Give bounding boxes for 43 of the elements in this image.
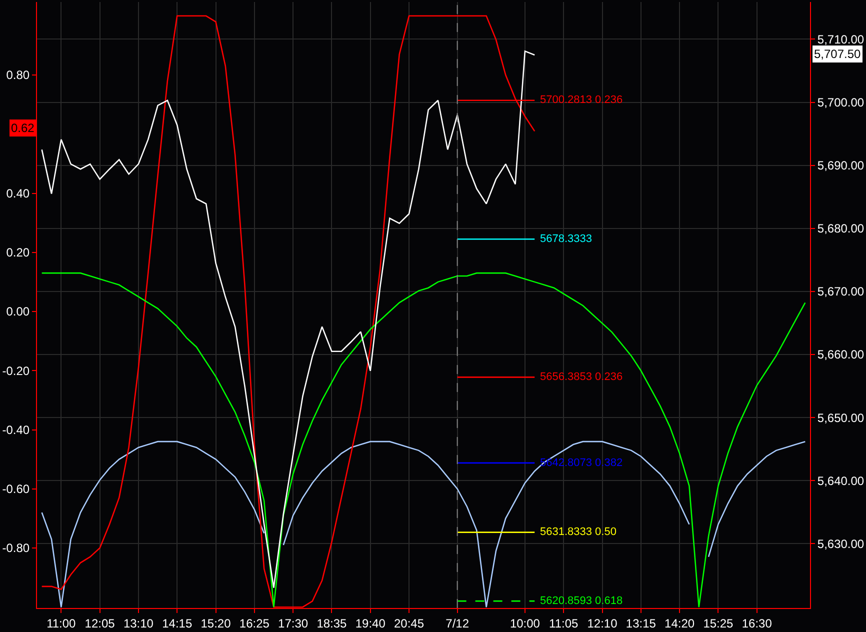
annotation: 0.62 [11,121,35,135]
y2-tick-label: 5,630.00 [817,536,864,551]
y2-tick-label: 5,680.00 [817,222,864,236]
x-tick-label: 18:35 [316,616,348,630]
x-tick-label: 15:25 [703,616,734,630]
x-tick-label: 11:05 [549,616,579,630]
y2-tick-label: 5,690.00 [817,158,864,173]
y2-tick-label: 5,710.00 [817,32,864,46]
line-series [41,272,806,608]
y-tick-label: -0.40 [2,422,30,437]
series-label: 5620.8593 0.618 [540,595,623,607]
x-tick-label: 13:10 [123,616,154,630]
series-label: 5700.2813 0.236 [540,94,623,106]
series-label: 5631.8333 0.50 [540,526,616,538]
y-tick-label: -0.20 [2,364,30,378]
series-label: 5678.3333 [540,233,592,245]
x-tick-label: 19:40 [355,616,386,630]
x-tick-label: 20:45 [394,616,424,630]
y2-tick-label: 5,640.00 [817,474,864,488]
x-tick-label: 7/12 [446,616,470,630]
y2-tick-label: 5,700.00 [817,95,864,110]
x-tick-label: 12:05 [84,616,116,630]
y-tick-label: -0.80 [2,541,30,556]
x-tick-label: 16:25 [239,616,270,630]
text: 5,707.50 [814,47,862,61]
y-tick-label: 0.00 [6,304,30,319]
x-tick-label: 15:20 [200,616,232,630]
y-tick-label: -0.60 [2,482,30,496]
x-tick-label: 14:15 [162,616,192,630]
x-tick-label: 11:00 [46,616,76,630]
series-label: 5656.3853 0.236 [540,371,623,383]
x-tick-label: 10:00 [510,616,540,630]
x-tick-label: 13:15 [626,616,656,630]
x-tick-label: 12:10 [587,616,618,630]
y2-tick-label: 5,650.00 [817,410,864,425]
y-tick-label: 0.80 [6,68,30,82]
y2-tick-label: 5,660.00 [817,348,864,362]
x-tick-label: 14:20 [664,616,695,630]
y-tick-label: 0.40 [6,186,30,200]
x-tick-label: 16:30 [742,616,772,630]
y2-tick-label: 5,670.00 [817,284,864,299]
x-tick-label: 17:30 [278,616,308,630]
y-tick-label: 0.20 [6,246,30,260]
